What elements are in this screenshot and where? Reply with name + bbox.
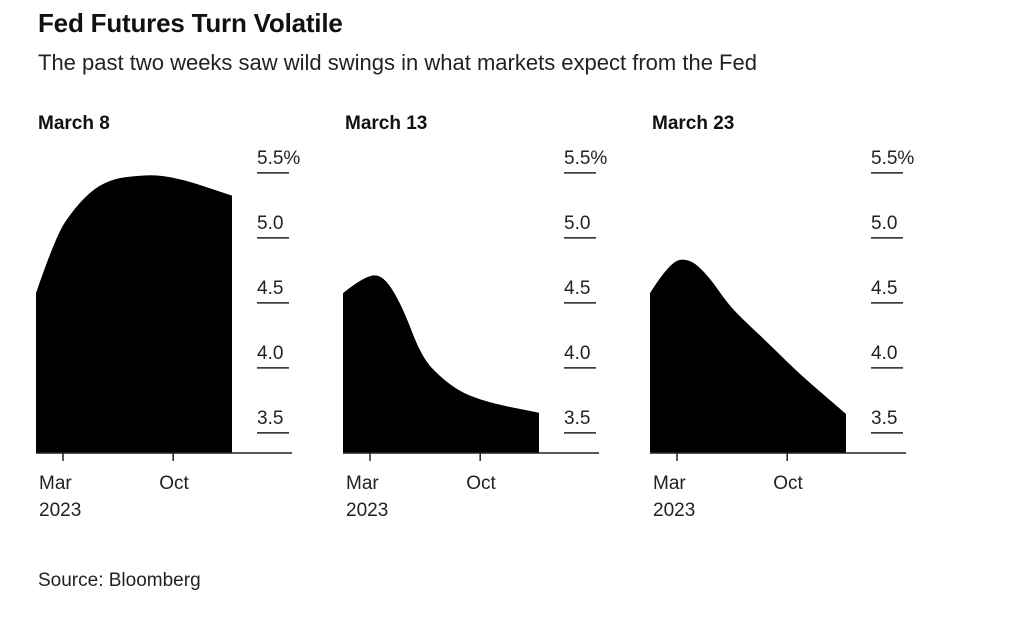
x-tick-label: Mar bbox=[39, 473, 72, 494]
area-series-2 bbox=[343, 275, 539, 453]
y-tick-label: 4.5 bbox=[564, 278, 590, 299]
y-tick-label: 4.0 bbox=[871, 343, 897, 364]
x-tick-label: Oct bbox=[466, 473, 496, 494]
x-tick-label: 2023 bbox=[39, 500, 81, 521]
x-tick-label: Oct bbox=[773, 473, 803, 494]
chart-title: Fed Futures Turn Volatile bbox=[38, 8, 343, 38]
source-note: Source: Bloomberg bbox=[38, 570, 201, 591]
panel-title-march-13: March 13 bbox=[345, 113, 428, 134]
y-tick-label: 5.5% bbox=[257, 148, 300, 169]
area-series-3 bbox=[650, 259, 846, 453]
area-series-1 bbox=[36, 175, 232, 453]
y-tick-label: 5.0 bbox=[257, 213, 283, 234]
y-tick-label: 4.5 bbox=[257, 278, 283, 299]
y-tick-label: 4.0 bbox=[564, 343, 590, 364]
y-tick-label: 3.5 bbox=[564, 408, 590, 429]
x-tick-label: Mar bbox=[346, 473, 379, 494]
y-tick-label: 5.0 bbox=[871, 213, 897, 234]
y-tick-label: 5.0 bbox=[564, 213, 590, 234]
y-tick-label: 4.5 bbox=[871, 278, 897, 299]
x-tick-label: Mar bbox=[653, 473, 686, 494]
y-tick-label: 3.5 bbox=[257, 408, 283, 429]
x-tick-label: 2023 bbox=[653, 500, 695, 521]
y-tick-label: 5.5% bbox=[871, 148, 914, 169]
y-tick-label: 4.0 bbox=[257, 343, 283, 364]
y-tick-label: 5.5% bbox=[564, 148, 607, 169]
panel-title-march-23: March 23 bbox=[652, 113, 735, 134]
chart-subtitle: The past two weeks saw wild swings in wh… bbox=[38, 50, 757, 75]
x-tick-label: 2023 bbox=[346, 500, 388, 521]
y-tick-label: 3.5 bbox=[871, 408, 897, 429]
x-tick-label: Oct bbox=[159, 473, 189, 494]
panel-title-march-8: March 8 bbox=[38, 113, 110, 134]
